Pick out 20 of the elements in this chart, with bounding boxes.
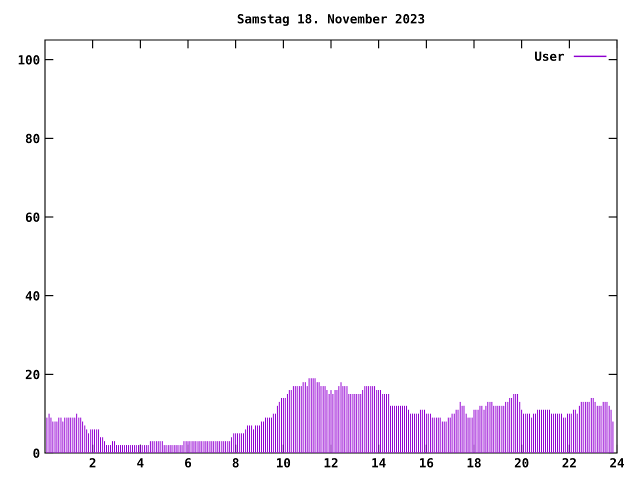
x-tick-label: 10 [276, 458, 290, 468]
legend-label: User [535, 52, 564, 61]
x-tick-label: 24 [610, 458, 624, 468]
x-tick-label: 8 [232, 458, 239, 468]
y-tick-label: 0 [33, 448, 40, 458]
y-tick-label: 40 [26, 291, 40, 301]
chart-title: Samstag 18. November 2023 [238, 14, 424, 26]
x-tick-label: 2 [90, 458, 96, 468]
x-tick-label: 12 [324, 458, 338, 468]
y-tick-label: 100 [18, 55, 40, 65]
x-tick-label: 4 [137, 458, 144, 468]
y-tick-label: 20 [26, 370, 40, 380]
y-tick-label: 80 [26, 134, 40, 144]
x-tick-label: 6 [185, 458, 192, 468]
x-tick-label: 14 [372, 458, 386, 468]
y-tick-label: 60 [26, 212, 40, 222]
x-tick-label: 22 [562, 458, 576, 468]
x-tick-label: 18 [468, 458, 481, 468]
x-tick-label: 20 [514, 458, 528, 468]
x-tick-label: 16 [420, 458, 434, 468]
